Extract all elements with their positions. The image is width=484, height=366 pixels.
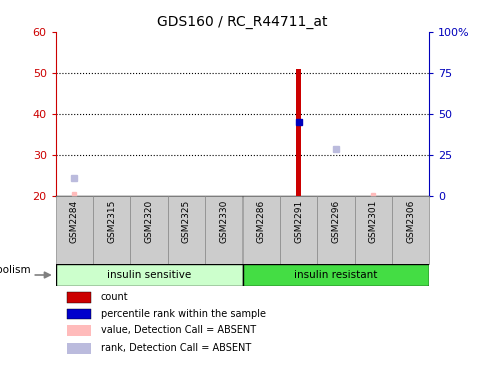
Bar: [317, 196, 354, 264]
Bar: [242, 264, 428, 286]
Bar: [130, 196, 167, 264]
Text: GSM2301: GSM2301: [368, 199, 377, 243]
Text: count: count: [100, 292, 128, 302]
Bar: [167, 196, 205, 264]
Text: rank, Detection Call = ABSENT: rank, Detection Call = ABSENT: [100, 343, 250, 354]
Text: GSM2284: GSM2284: [70, 199, 79, 243]
Bar: [93, 196, 130, 264]
Bar: [56, 196, 93, 264]
Text: GSM2315: GSM2315: [107, 199, 116, 243]
Bar: [296, 69, 300, 196]
Bar: [67, 325, 91, 336]
Text: GSM2296: GSM2296: [331, 199, 340, 243]
Bar: [67, 309, 91, 319]
Text: GSM2291: GSM2291: [293, 199, 302, 243]
Bar: [242, 196, 279, 264]
Text: insulin resistant: insulin resistant: [294, 270, 377, 280]
Bar: [279, 196, 317, 264]
Text: GSM2330: GSM2330: [219, 199, 228, 243]
Text: GSM2325: GSM2325: [182, 199, 191, 243]
Text: metabolism: metabolism: [0, 265, 30, 275]
Bar: [391, 196, 428, 264]
Bar: [205, 196, 242, 264]
Text: percentile rank within the sample: percentile rank within the sample: [100, 309, 265, 319]
Title: GDS160 / RC_R44711_at: GDS160 / RC_R44711_at: [157, 15, 327, 29]
Bar: [67, 343, 91, 354]
Text: GSM2306: GSM2306: [405, 199, 414, 243]
Bar: [354, 196, 391, 264]
Bar: [56, 264, 242, 286]
Text: GSM2286: GSM2286: [256, 199, 265, 243]
Text: insulin sensitive: insulin sensitive: [107, 270, 191, 280]
Text: value, Detection Call = ABSENT: value, Detection Call = ABSENT: [100, 325, 255, 335]
Bar: [67, 292, 91, 303]
Text: GSM2320: GSM2320: [144, 199, 153, 243]
